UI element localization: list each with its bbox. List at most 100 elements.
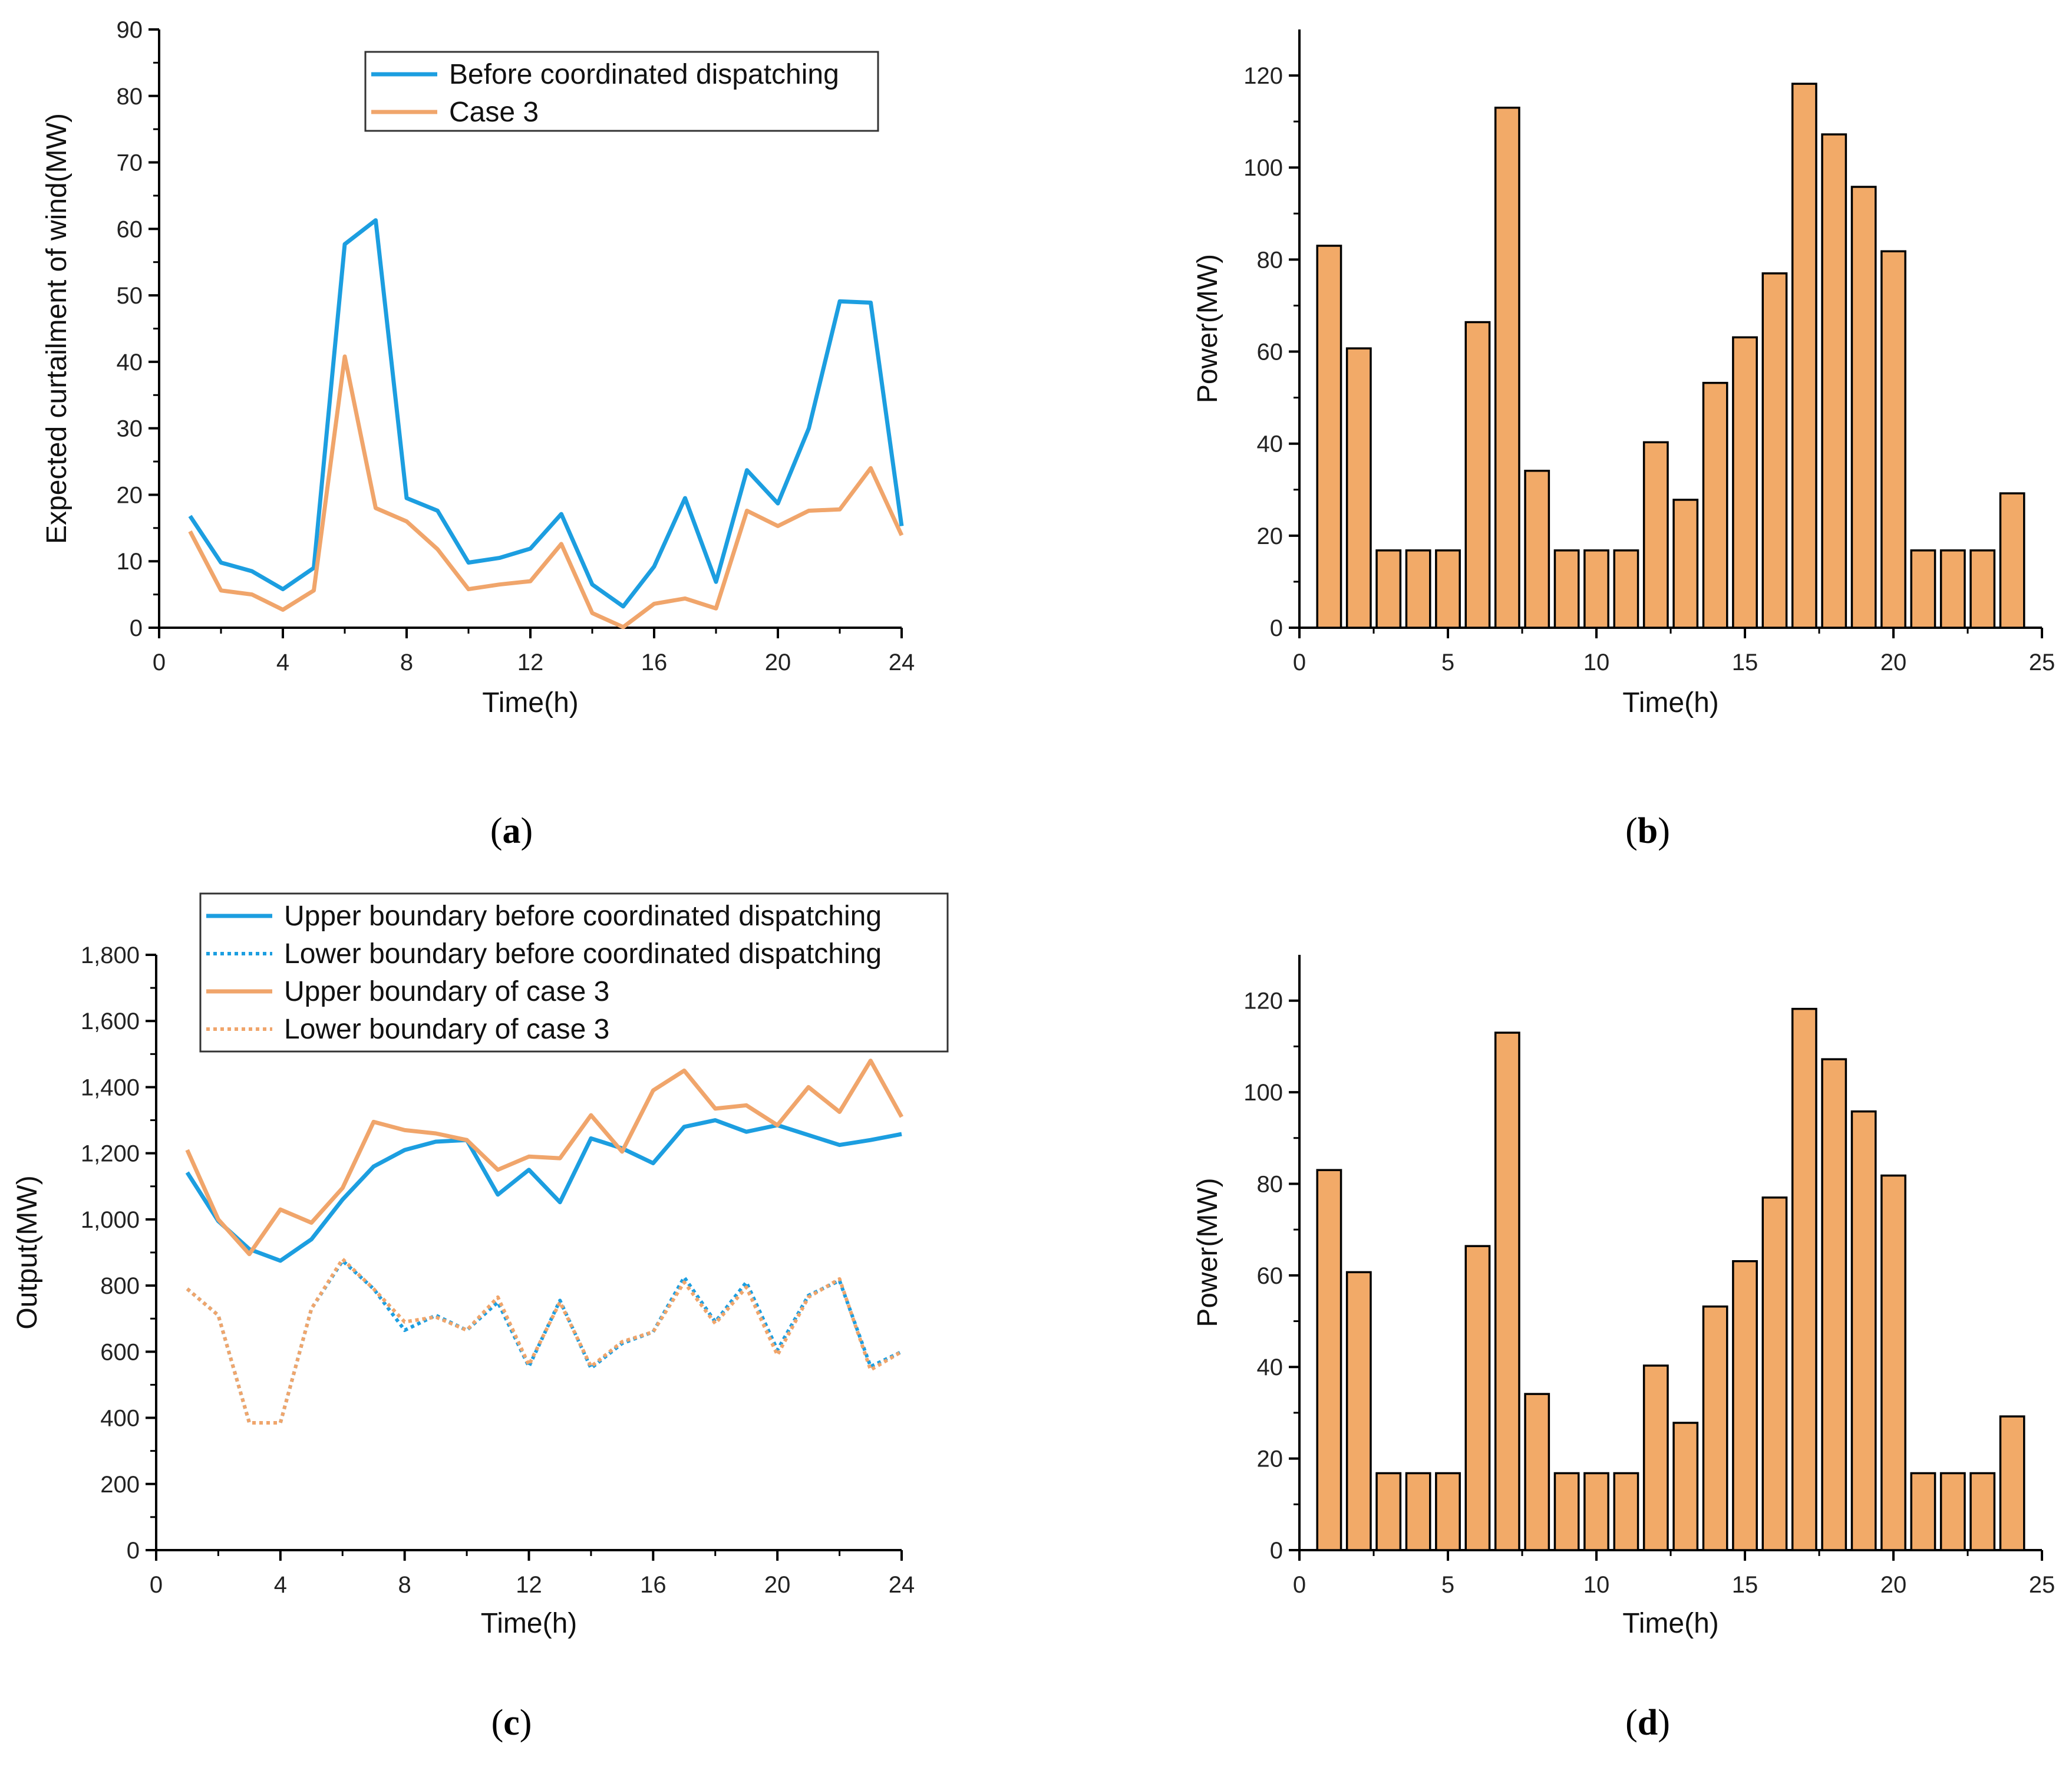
x-tick-label: 12 [516, 1572, 542, 1598]
y-tick-label: 0 [127, 1538, 140, 1564]
series-line-1 [185, 1118, 902, 1263]
y-axis-title: Power(MW) [1192, 1178, 1223, 1327]
x-tick-label: 24 [889, 650, 915, 675]
series-line-2 [188, 354, 904, 629]
bar [1999, 492, 2025, 629]
bar [1761, 1196, 1788, 1551]
bar [1375, 1472, 1402, 1551]
bar [1761, 272, 1788, 629]
y-tick-label: 1,600 [81, 1008, 140, 1034]
x-tick-label: 24 [889, 1572, 915, 1598]
x-axis-title: Time(h) [481, 1608, 578, 1639]
chart-panel-a: 0 10 20 30 40 50 60 70 80 90 0 4 8 12 16 20 24 Time(h) Exp… [41, 17, 915, 718]
chart-panel-b: 0 20 40 60 80 100 120 0 5 10 15 20 25 Time(h) Power(MW… [1192, 29, 2055, 718]
bar [1553, 1472, 1580, 1551]
x-tick-label: 20 [765, 650, 791, 675]
series-line-4 [186, 1257, 903, 1425]
y-tick-label: 1,000 [81, 1207, 140, 1233]
y-tick-label: 100 [1243, 155, 1283, 181]
x-tick-label: 10 [1583, 1572, 1610, 1598]
y-tick-label: 0 [1270, 615, 1283, 641]
bar [1642, 1364, 1669, 1551]
bar [1999, 1415, 2025, 1551]
bar [1732, 336, 1758, 629]
panel-label-c: (c) [491, 1703, 532, 1743]
bar [1613, 549, 1639, 629]
legend-label-2: Case 3 [449, 97, 539, 128]
chart-panel-c: 0 200 400 600 800 1,000 1,200 1,400 1,600 1,800 0 4… [12, 892, 949, 1639]
y-tick-label: 400 [100, 1406, 140, 1432]
legend-label-1: Before coordinated dispatching [449, 59, 839, 90]
y-tick-label: 30 [117, 416, 143, 442]
y-tick-label: 90 [117, 17, 143, 43]
y-tick-label: 80 [1257, 247, 1284, 273]
chart-panel-d: 0 20 40 60 80 100 120 0 5 10 15 20 25 Time(h) Power(MW… [1192, 955, 2055, 1639]
x-tick-label: 8 [400, 650, 413, 675]
y-axis-title: Expected curtailment of wind(MW) [41, 113, 72, 544]
bar [1316, 245, 1342, 629]
bar [1850, 186, 1877, 629]
bar [1316, 1169, 1342, 1551]
x-tick-label: 0 [150, 1572, 163, 1598]
bar [1405, 1472, 1431, 1551]
y-tick-label: 20 [1257, 523, 1284, 549]
y-tick-label: 20 [117, 482, 143, 508]
legend-label-2: Lower boundary before coordinated dispat… [284, 938, 882, 970]
legend-box [364, 51, 879, 132]
x-tick-label: 25 [2029, 650, 2055, 675]
x-tick-label: 20 [1880, 1572, 1907, 1598]
bar [1732, 1260, 1758, 1551]
y-tick-label: 1,200 [81, 1141, 140, 1167]
y-tick-label: 40 [117, 350, 143, 375]
bar [1850, 1110, 1877, 1551]
bar [1910, 549, 1936, 629]
y-tick-label: 60 [1257, 339, 1284, 365]
bar [1939, 549, 1966, 629]
y-tick-label: 1,800 [81, 942, 140, 968]
bar [1969, 549, 1996, 629]
y-tick-label: 70 [117, 150, 143, 176]
bar [1345, 1271, 1372, 1551]
bar [1583, 549, 1609, 629]
bar [1821, 1058, 1847, 1551]
legend-box [199, 892, 949, 1053]
bar [1524, 470, 1550, 629]
bar [1672, 499, 1699, 629]
bar [1702, 1305, 1728, 1551]
y-tick-label: 60 [1257, 1263, 1284, 1289]
bar [1583, 1472, 1609, 1551]
x-tick-label: 16 [640, 1572, 667, 1598]
bar [1494, 1031, 1520, 1551]
bar [1969, 1472, 1996, 1551]
y-tick-label: 0 [1270, 1538, 1283, 1564]
x-axis-title: Time(h) [1622, 1608, 1719, 1639]
x-tick-label: 0 [153, 650, 166, 675]
x-tick-label: 16 [641, 650, 668, 675]
bar [1613, 1472, 1639, 1551]
legend-label-3: Upper boundary of case 3 [284, 976, 609, 1007]
x-tick-label: 20 [764, 1572, 791, 1598]
bar [1939, 1472, 1966, 1551]
y-tick-label: 60 [117, 216, 143, 242]
x-tick-label: 15 [1732, 1572, 1758, 1598]
bar [1464, 1245, 1491, 1551]
x-tick-label: 0 [1293, 650, 1306, 675]
x-axis-title: Time(h) [482, 687, 579, 718]
panel-label-a: (a) [490, 811, 533, 851]
x-tick-label: 15 [1732, 650, 1758, 675]
x-tick-label: 0 [1293, 1572, 1306, 1598]
bar [1524, 1393, 1550, 1551]
bar [1880, 250, 1906, 629]
bar [1702, 381, 1728, 629]
x-axis-title: Time(h) [1622, 687, 1719, 718]
y-tick-label: 120 [1243, 63, 1283, 89]
legend: Upper boundary before coordinated dispat… [199, 892, 949, 1053]
y-tick-label: 10 [117, 549, 143, 575]
bar [1375, 549, 1402, 629]
x-tick-label: 5 [1441, 1572, 1454, 1598]
bar [1494, 106, 1520, 629]
y-tick-label: 80 [117, 84, 143, 110]
x-tick-label: 4 [274, 1572, 287, 1598]
y-tick-label: 800 [100, 1273, 140, 1299]
